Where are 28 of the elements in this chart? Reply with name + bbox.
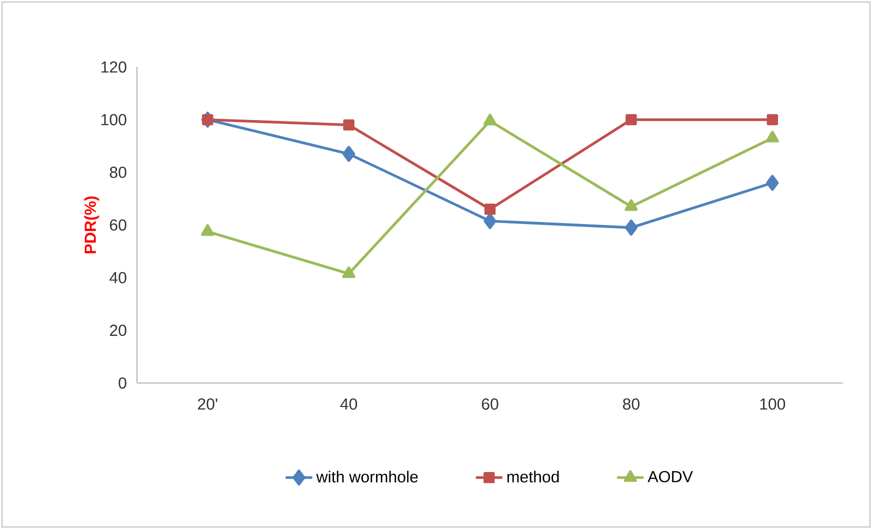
point <box>342 146 356 162</box>
legend-label: AODV <box>648 470 693 482</box>
legend-label: with wormhole <box>316 470 418 482</box>
point <box>202 114 214 126</box>
x-tick-label: 60 <box>482 398 498 410</box>
point <box>342 266 356 278</box>
y-tick-label: 60 <box>110 219 126 231</box>
y-tick-label: 0 <box>118 377 126 389</box>
x-tick-label: 20' <box>198 398 218 410</box>
y-tick-label: 20 <box>110 324 126 336</box>
point <box>343 119 354 131</box>
x-tick-label: 40 <box>340 398 358 410</box>
y-tick-label: 100 <box>101 114 126 126</box>
legend-label: method <box>507 470 559 482</box>
point <box>766 174 779 191</box>
point <box>624 220 638 236</box>
point <box>484 213 496 230</box>
y-tick-label: 120 <box>101 61 126 73</box>
y-axis-title: PDR(%) <box>84 196 100 254</box>
y-tick-label: 40 <box>110 272 126 284</box>
point <box>766 114 778 126</box>
point <box>484 204 496 215</box>
y-tick-label: 80 <box>110 166 126 178</box>
point <box>624 199 638 211</box>
point <box>626 114 637 126</box>
x-tick-label: 80 <box>622 398 640 410</box>
x-tick-label: 100 <box>760 398 786 410</box>
point <box>201 224 214 236</box>
